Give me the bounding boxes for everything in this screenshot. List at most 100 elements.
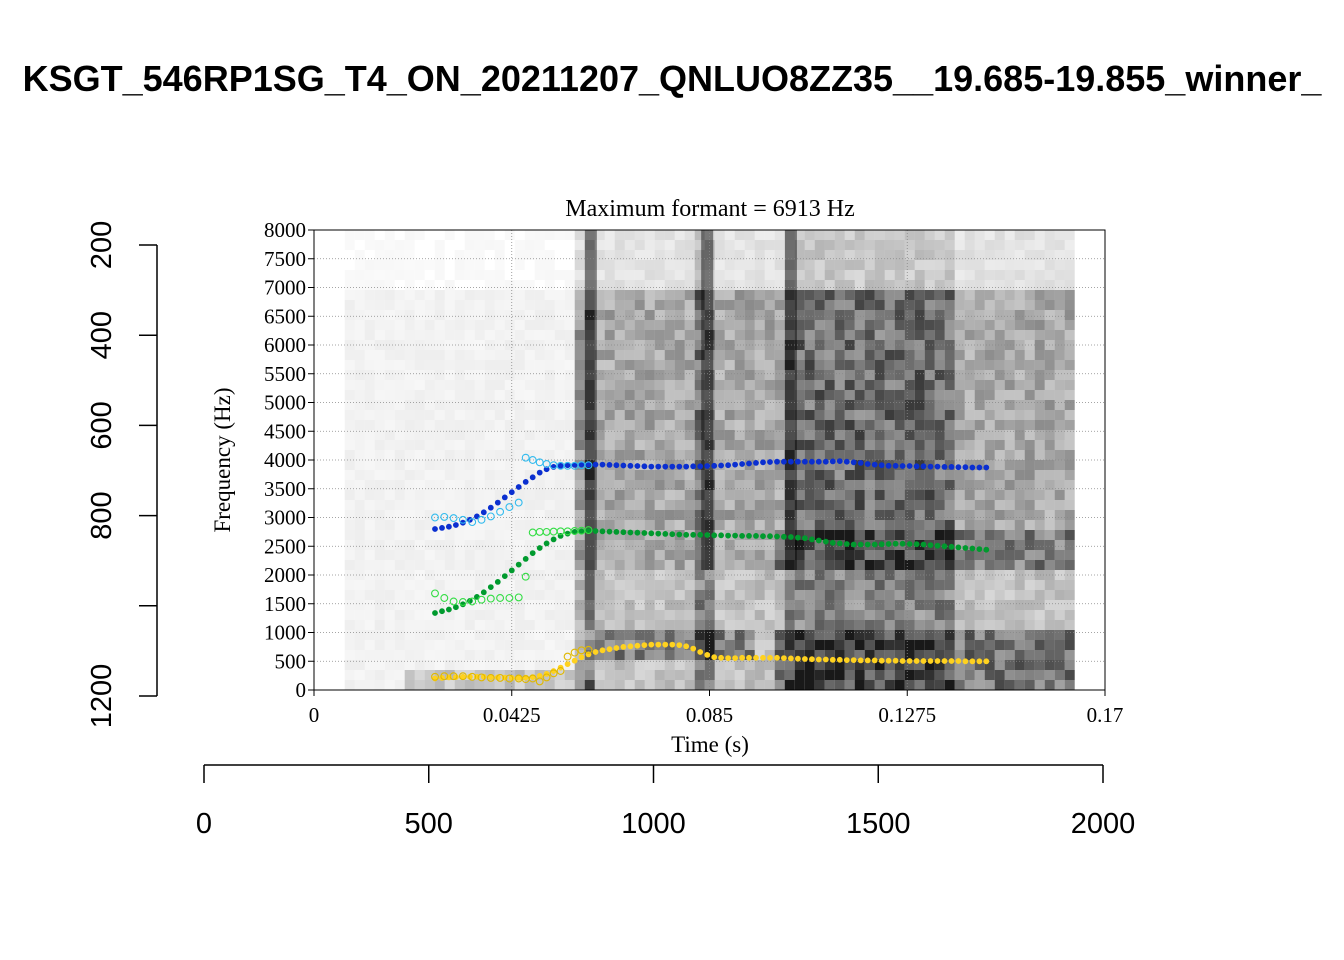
formant-point [711,532,718,539]
formant-point [913,658,920,664]
formant-point [501,494,508,501]
formant-point [620,644,627,650]
formant-point [697,531,704,538]
formant-point [452,522,459,528]
formant-point [739,533,745,539]
formant-point [732,532,738,539]
formant-point [515,484,522,490]
formant-point [969,545,976,552]
formant-point [753,654,759,661]
formant-point [983,658,990,665]
formant-point [829,539,836,546]
formant-point [809,458,815,465]
formant-point [487,504,494,511]
y-tick-label: 5500 [264,362,306,386]
formant-point [815,537,822,544]
formant-point [683,643,690,650]
formant-point [906,463,913,469]
formant-point [439,525,445,531]
outer-y-tick-label: 800 [86,491,118,539]
formant-point [634,529,641,536]
formant-point [592,461,599,468]
outer-y-tick-label: 200 [86,221,118,269]
raw-formant-point [468,672,477,681]
formant-point [815,656,822,663]
raw-formant-point [584,461,593,470]
page-title: KSGT_546RP1SG_T4_ON_20211207_QNLUO8ZZ35_… [23,58,1323,99]
formant-point [802,535,808,542]
formant-point [781,458,787,465]
outer-x-tick-label: 1500 [846,808,911,840]
formant-point [445,606,452,613]
raw-formant-point [549,669,558,678]
formant-point [501,573,508,579]
formant-point [850,459,857,466]
y-tick-label: 2500 [264,534,306,558]
formant-point [592,528,599,534]
formant-point [760,459,766,466]
raw-formant-point [535,677,544,686]
raw-formant-point [440,594,449,602]
formant-point [955,658,962,664]
raw-formant-point [431,589,439,598]
formant-point [655,530,662,537]
formant-point [753,459,759,466]
chart-title: Maximum formant = 6913 Hz [565,196,855,222]
formant-point [620,529,627,536]
formant-point [718,462,724,469]
outer-x-tick-label: 0 [196,808,212,840]
formant-point [795,655,801,662]
formant-point [829,458,836,465]
raw-formant-point [521,453,530,462]
formant-point [564,661,571,667]
y-tick-label: 6500 [264,304,306,328]
y-tick-label: 6000 [264,333,306,357]
formant-point [704,532,711,538]
raw-formant-point [570,648,579,657]
formant-point [536,545,543,551]
formant-point [494,579,501,585]
formant-point [543,540,550,547]
formant-point [634,463,641,469]
raw-formant-point [440,672,449,681]
formant-point [934,658,941,664]
formant-point [494,499,501,506]
formant-point [836,458,843,464]
formant-point [711,462,718,469]
formant-point [550,536,557,543]
formant-point [976,464,983,471]
raw-formant-point [468,597,477,606]
formant-point [432,610,438,616]
formant-point [795,534,801,541]
formant-point [899,540,906,547]
formant-point [760,654,766,661]
formant-point [927,658,934,664]
formant-point [669,531,676,538]
formant-point [913,541,920,548]
formant-point [571,657,578,664]
formant-point [843,458,850,465]
raw-formant-point [431,672,439,681]
raw-formant-point [528,456,537,464]
formant-point [592,649,599,655]
y-tick-label: 4500 [264,419,306,443]
formant-point [522,556,529,562]
formant-point [788,655,794,662]
formant-point [732,461,738,468]
formant-point [655,463,662,470]
formant-point [669,641,676,648]
formant-point [578,654,585,661]
outer-axes: 0 500 1000 1500 2000 200 400 600 800 1200 [86,221,1135,840]
formant-point [781,533,787,540]
formant-point [746,654,752,661]
y-axis-label: Frequency (Hz) [210,388,235,533]
raw-formant-point [514,593,523,602]
formant-point [529,474,536,481]
formant-point [920,463,927,470]
formant-point [718,532,724,539]
formant-point [648,641,655,648]
formant-point [948,463,955,470]
formant-point [948,543,955,550]
x-tick-label: 0.085 [686,703,733,727]
formant-point [906,658,913,664]
